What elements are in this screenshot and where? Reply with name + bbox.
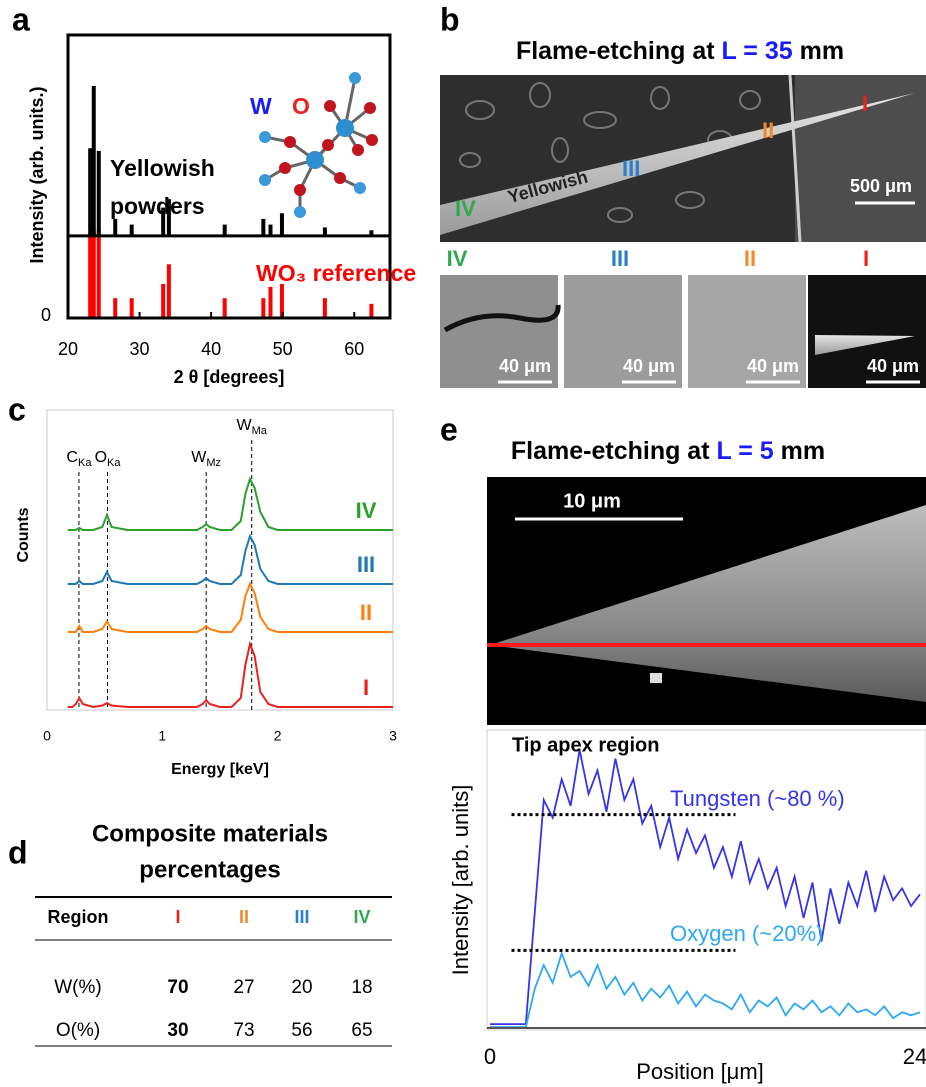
- peak-label: CKa: [66, 449, 92, 469]
- figure: abcde203040506002 θ [degrees]Intensity (…: [0, 0, 926, 1087]
- region-label: II: [762, 118, 774, 143]
- x-axis-label: Position [μm]: [636, 1059, 764, 1084]
- table-cell: 30: [167, 1020, 188, 1041]
- x-tick-label: 50: [273, 339, 293, 359]
- title-part: Flame-etching at: [511, 437, 717, 465]
- x-tick-label: 40: [201, 339, 221, 359]
- table-title: percentages: [139, 856, 280, 883]
- x-tick-label: 24: [903, 1044, 926, 1069]
- x-tick-label: 3: [389, 728, 397, 744]
- sem-overview: [440, 75, 926, 242]
- x-axis-label: 2 θ [degrees]: [174, 367, 285, 387]
- atom-label: O: [292, 93, 310, 119]
- line-name: Ka: [78, 457, 92, 469]
- table-cell: 20: [291, 977, 312, 998]
- x-tick-label: 0: [43, 728, 51, 744]
- series-label: Tungsten (~80 %): [670, 786, 845, 811]
- x-tick-label: 30: [130, 339, 150, 359]
- table-header: I: [175, 907, 180, 927]
- line-name: Ma: [252, 425, 268, 437]
- scale-bar-label: 10 μm: [563, 490, 621, 512]
- x-tick-label: 0: [484, 1044, 496, 1069]
- zoom-region-label: III: [611, 246, 629, 271]
- panel-label: d: [8, 834, 28, 870]
- table-cell: 27: [233, 977, 254, 998]
- spectrum: [68, 536, 393, 584]
- table-cell: 18: [351, 977, 372, 998]
- table-cell: 70: [167, 977, 188, 998]
- spectrum: [68, 584, 393, 632]
- element: O: [95, 449, 107, 466]
- peak-label: OKa: [95, 449, 122, 469]
- table-header: IV: [353, 907, 370, 927]
- spectrum: [68, 644, 393, 707]
- region-label: I: [862, 91, 868, 116]
- panel-title: Flame-etching at L = 35 mm: [516, 37, 844, 65]
- x-tick-label: 20: [58, 339, 78, 359]
- element: W: [191, 449, 207, 466]
- atom-label: W: [250, 93, 272, 119]
- y-axis-label: Intensity [arb. units]: [448, 785, 473, 976]
- plot-title: Tip apex region: [512, 734, 659, 756]
- table-header: Region: [48, 907, 109, 927]
- table-cell: 65: [351, 1020, 372, 1041]
- zoom-region-label: I: [863, 246, 869, 271]
- panel-label: c: [8, 391, 26, 427]
- y-axis-label: Intensity (arb. units.): [27, 86, 47, 263]
- scale-bar-label: 40 μm: [867, 356, 919, 376]
- scale-bar-label: 500 μm: [850, 176, 912, 196]
- title-part: Flame-etching at: [516, 37, 722, 65]
- table-header: II: [239, 907, 249, 927]
- panel-label: b: [440, 1, 460, 37]
- series-label: II: [360, 600, 372, 625]
- series-label: WO₃ reference: [256, 260, 416, 286]
- table-cell: 73: [233, 1020, 254, 1041]
- scale-bar-label: 40 μm: [747, 356, 799, 376]
- line-name: Ka: [107, 457, 121, 469]
- table-header: III: [294, 907, 309, 927]
- series-label: III: [357, 552, 375, 577]
- table-cell: 56: [291, 1020, 312, 1041]
- zoom-region-label: II: [744, 246, 756, 271]
- table-title: Composite materials: [92, 820, 328, 847]
- panel-label: e: [440, 411, 458, 447]
- molecule-icon: [259, 72, 378, 218]
- table-cell: O(%): [56, 1020, 100, 1041]
- series-label: I: [363, 675, 369, 700]
- peak-label: WMa: [237, 417, 268, 437]
- scale-bar-label: 40 μm: [623, 356, 675, 376]
- title-part: mm: [793, 37, 844, 65]
- series-label: Oxygen (~20%): [670, 921, 823, 946]
- peak-label: WMz: [191, 449, 221, 469]
- line-name: Mz: [206, 457, 221, 469]
- y-tick-label: 0: [41, 305, 51, 325]
- panel-title: Flame-etching at L = 5 mm: [511, 437, 825, 465]
- region-label: IV: [455, 196, 476, 221]
- title-part: mm: [774, 437, 825, 465]
- x-tick-label: 2: [274, 728, 282, 744]
- x-tick-label: 1: [158, 728, 166, 744]
- x-axis-label: Energy [keV]: [171, 761, 269, 778]
- element: C: [66, 449, 78, 466]
- spectrum: [68, 479, 393, 530]
- x-tick-label: 60: [344, 339, 364, 359]
- sem-tip: [487, 477, 926, 725]
- title-part: L = 35: [722, 37, 793, 65]
- series-label: IV: [356, 498, 377, 523]
- table-cell: W(%): [54, 977, 101, 998]
- panel-label: a: [12, 1, 30, 37]
- zoom-region-label: IV: [447, 246, 468, 271]
- y-axis-label: Counts: [15, 507, 32, 562]
- region-label: III: [622, 156, 640, 181]
- title-part: L = 5: [716, 437, 773, 465]
- element: W: [237, 417, 253, 434]
- scale-bar-label: 40 μm: [499, 356, 551, 376]
